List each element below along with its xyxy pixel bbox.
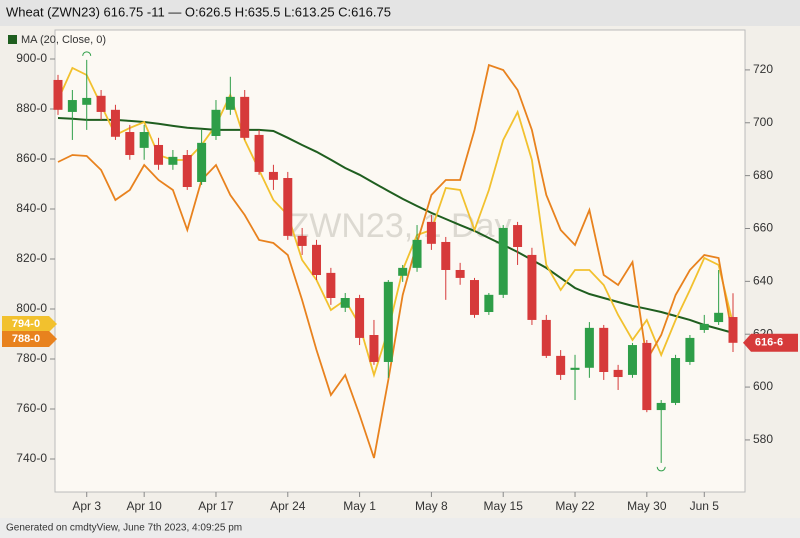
y-tick-label: 680 [753, 168, 773, 182]
y2-tick-label: 860-0 [16, 151, 47, 165]
y-tick-label: 660 [753, 221, 773, 235]
candle-body [469, 280, 479, 315]
candle-body [240, 96, 250, 138]
candle-body [570, 367, 580, 370]
candle-body [671, 357, 681, 403]
legend-label: MA (20, Close, 0) [21, 34, 106, 46]
x-tick-label: Apr 10 [126, 499, 162, 513]
candle-body [728, 317, 738, 343]
candle-body [613, 369, 623, 378]
y-tick-label: 600 [753, 379, 773, 393]
value-tag [2, 331, 57, 347]
candle-body [154, 144, 164, 165]
candle-body [211, 109, 221, 136]
y2-tick-label: 740-0 [16, 451, 47, 465]
y-tick-label: 580 [753, 432, 773, 446]
y-tick-label: 700 [753, 115, 773, 129]
candle-body [53, 79, 63, 110]
x-tick-label: May 15 [484, 499, 524, 513]
x-tick-label: Jun 5 [690, 499, 720, 513]
y-tick-label: 640 [753, 274, 773, 288]
x-tick-label: Apr 17 [198, 499, 234, 513]
candle-body [326, 272, 336, 299]
x-tick-label: May 30 [627, 499, 667, 513]
plot-area [54, 29, 746, 493]
candle-body [685, 337, 695, 362]
candle-body [584, 327, 594, 368]
candle-body [441, 241, 451, 270]
legend-swatch [8, 35, 17, 44]
high-marker [82, 51, 92, 56]
footer: Generated on cmdtyView, June 7th 2023, 4… [6, 523, 242, 534]
y2-tick-label: 840-0 [16, 201, 47, 215]
candle-body [268, 171, 278, 180]
candle-body [182, 155, 192, 187]
candle-body [513, 225, 523, 247]
low-marker [656, 466, 666, 472]
y2-tick-label: 900-0 [16, 51, 47, 65]
y2-tick-label: 780-0 [16, 351, 47, 365]
chart-title: Wheat (ZWN23) 616.75 -11 — O:626.5 H:635… [6, 4, 391, 19]
candle-body [699, 323, 709, 330]
candle-body [110, 109, 120, 137]
candle-body [96, 95, 106, 112]
value-tag-label: 794-0 [12, 318, 40, 330]
value-tag [2, 316, 57, 332]
watermark: ZWN23, 1 Day [289, 207, 512, 245]
candle-body [254, 134, 264, 172]
candle-body [297, 235, 307, 246]
x-tick-label: Apr 24 [270, 499, 306, 513]
candle-body [627, 345, 637, 375]
y2-tick-label: 800-0 [16, 301, 47, 315]
candle-body [599, 327, 609, 373]
candle-body [541, 319, 551, 356]
candle-body [383, 281, 393, 362]
candle-body [82, 97, 92, 105]
candle-body [67, 100, 77, 112]
candle-body [168, 156, 178, 165]
candle-body [125, 132, 135, 156]
candle-body [642, 342, 652, 411]
x-tick-label: May 8 [415, 499, 448, 513]
candle-body [527, 254, 537, 320]
y2-tick-label: 880-0 [16, 101, 47, 115]
candle-body [283, 178, 293, 236]
candle-body [656, 402, 666, 411]
candle-body [197, 142, 207, 182]
y2-tick-label: 820-0 [16, 251, 47, 265]
candle-body [484, 294, 494, 313]
value-tag-label: 788-0 [12, 333, 40, 345]
candle-body [714, 312, 724, 323]
y2-tick-label: 760-0 [16, 401, 47, 415]
candle-body [369, 335, 379, 362]
candle-body [455, 269, 465, 278]
candle-body [225, 96, 235, 110]
y-tick-label: 720 [753, 62, 773, 76]
candle-body [498, 227, 508, 295]
x-tick-label: May 22 [555, 499, 595, 513]
close-tag [743, 333, 798, 352]
candle-body [355, 298, 365, 338]
close-tag-label: 616-6 [755, 337, 783, 349]
series-line [57, 63, 734, 459]
series-line [57, 117, 734, 334]
candle-body [340, 298, 350, 308]
x-tick-label: Apr 3 [72, 499, 101, 513]
candle-body [312, 244, 322, 276]
footer-bar [0, 518, 800, 538]
candle-body [556, 355, 566, 375]
candle-body [398, 267, 408, 276]
candle-body [139, 132, 149, 148]
candle-body [412, 239, 422, 268]
x-tick-label: May 1 [343, 499, 376, 513]
title-bar [0, 0, 800, 26]
candle-body [426, 221, 436, 244]
